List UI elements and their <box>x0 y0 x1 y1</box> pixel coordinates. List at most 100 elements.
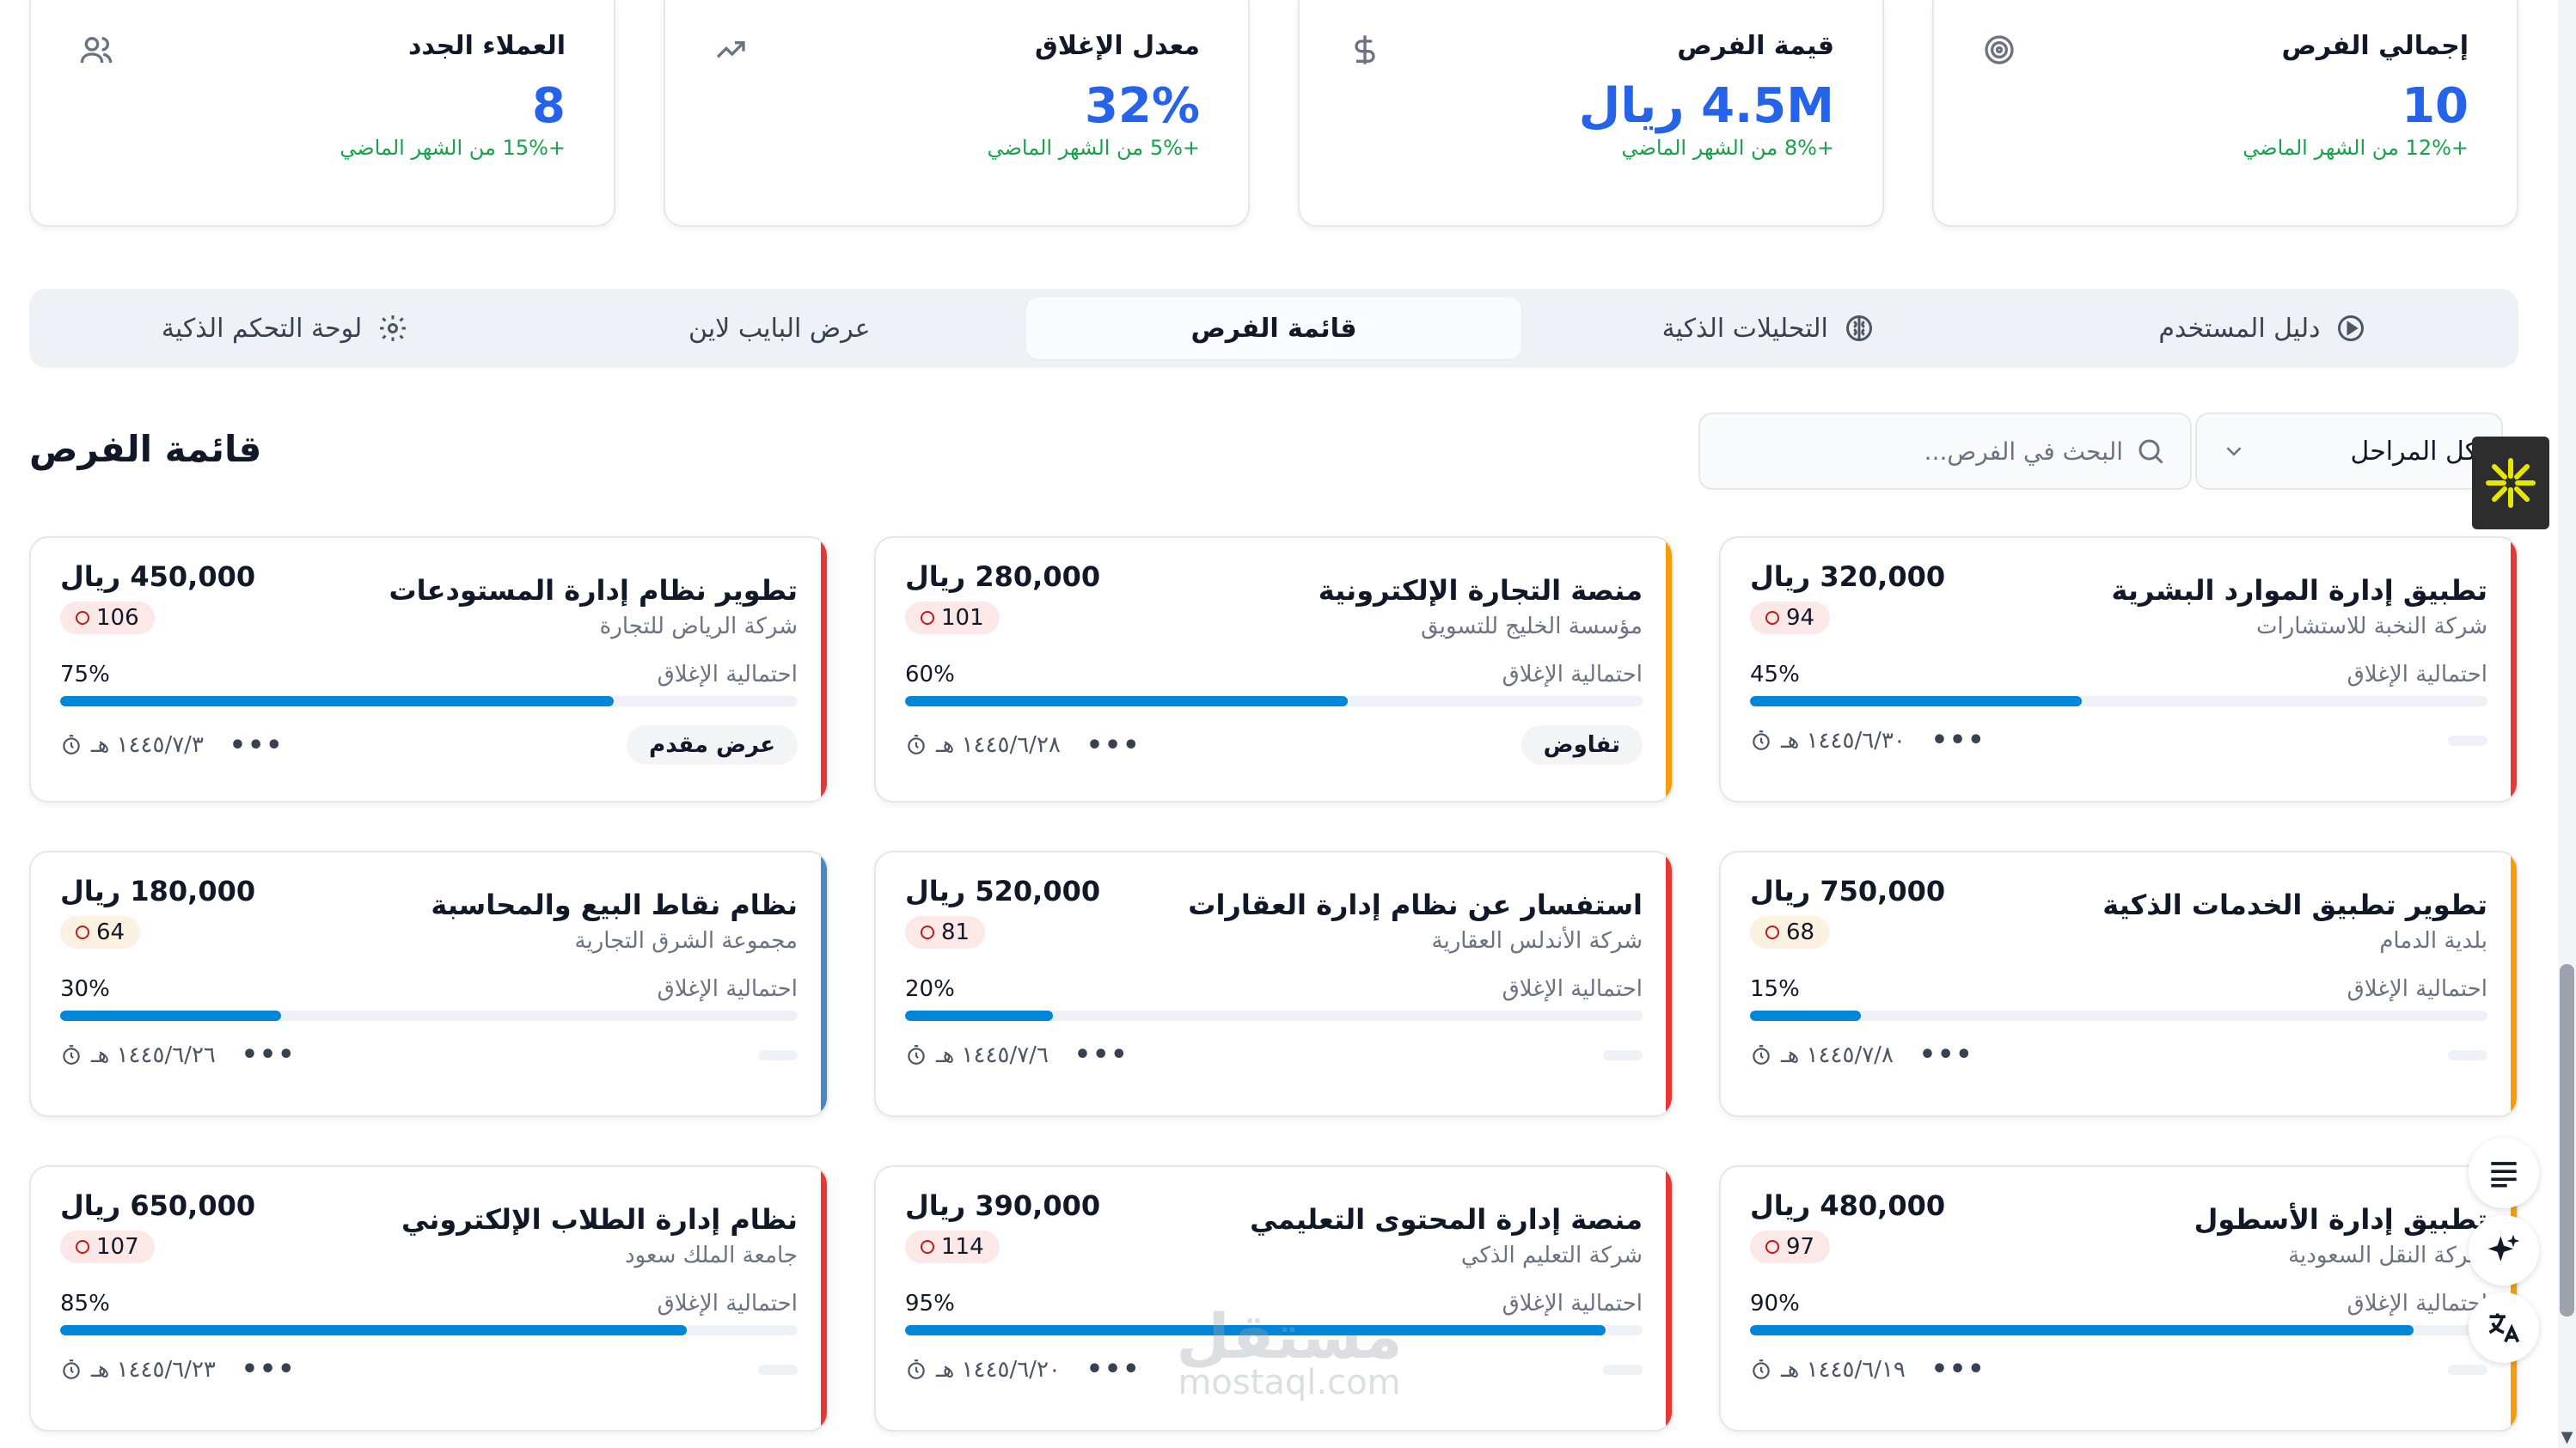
probability-label: احتمالية الإغلاق <box>2347 1291 2487 1317</box>
page-title: قائمة الفرص <box>29 428 262 470</box>
more-options-icon[interactable]: ••• <box>1930 725 1986 755</box>
probability-bar-fill <box>60 1325 688 1335</box>
opportunity-company: شركة الرياض للتجارة <box>599 614 798 639</box>
tab-4[interactable]: عرض البايب لاين <box>532 297 1026 359</box>
due-date-text: ١٤٤٥/٧/٨ هـ <box>1781 1042 1894 1068</box>
opportunity-value: 320,000 ريال <box>1750 560 1946 593</box>
opportunity-card[interactable]: نظام نقاط البيع والمحاسبة مجموعة الشرق ال… <box>29 851 829 1117</box>
more-options-icon[interactable]: ••• <box>1918 1040 1974 1070</box>
probability-bar-fill <box>1750 696 2083 706</box>
score-dot-icon <box>76 1240 89 1254</box>
status-stripe <box>821 538 827 801</box>
target-icon <box>1982 33 2016 67</box>
probability-bar <box>1750 1325 2487 1335</box>
gear-icon <box>377 313 408 344</box>
probability-bar-fill <box>60 1011 282 1021</box>
scrollbar-thumb[interactable] <box>2560 964 2574 1317</box>
score-dot-icon <box>1765 611 1779 625</box>
ai-sparkle-button[interactable] <box>2469 1215 2539 1286</box>
opportunity-value: 650,000 ريال <box>60 1189 256 1222</box>
opportunity-title: منصة إدارة المحتوى التعليمي <box>1250 1203 1643 1236</box>
probability-label: احتمالية الإغلاق <box>2347 662 2487 687</box>
translate-button[interactable] <box>2469 1292 2539 1363</box>
clock-icon <box>908 1044 925 1065</box>
due-date: ١٤٤٥/٦/٢٠ هـ <box>905 1357 1061 1383</box>
tab-label: قائمة الفرص <box>1190 313 1357 344</box>
tab-2[interactable]: التحليلات الذكية <box>1521 297 2016 359</box>
score-badge: 68 <box>1750 916 1831 949</box>
opportunity-card[interactable]: تطوير تطبيق الخدمات الذكية بلدية الدمام 75… <box>1719 851 2518 1117</box>
status-stripe <box>2511 538 2517 801</box>
stage-placeholder <box>2448 1049 2487 1060</box>
score-dot-icon <box>921 1240 934 1254</box>
stage-badge: عرض مقدم <box>627 725 798 765</box>
score-badge: 64 <box>60 916 141 949</box>
tab-label: دليل المستخدم <box>2158 313 2321 344</box>
assistant-launcher-button[interactable] <box>2472 437 2549 529</box>
clock-icon <box>63 735 80 755</box>
probability-value: 30% <box>60 976 110 1002</box>
probability-bar-fill <box>905 1325 1606 1335</box>
opportunity-company: شركة الأندلس العقارية <box>1431 928 1643 954</box>
stat-change: +8% من الشهر الماضي <box>1621 136 1834 160</box>
opportunity-card[interactable]: تطبيق إدارة الموارد البشرية شركة النخبة ل… <box>1719 536 2518 803</box>
score-badge: 101 <box>905 602 1000 634</box>
due-date-text: ١٤٤٥/٧/٦ هـ <box>936 1042 1049 1068</box>
opportunity-company: جامعة الملك سعود <box>625 1243 798 1268</box>
probability-bar <box>905 696 1643 706</box>
due-date: ١٤٤٥/٧/٦ هـ <box>905 1042 1049 1068</box>
more-options-icon[interactable]: ••• <box>229 730 285 761</box>
more-options-icon[interactable]: ••• <box>241 1040 297 1070</box>
score-dot-icon <box>76 611 89 625</box>
quote-lines-icon <box>2491 1162 2517 1188</box>
opportunity-card[interactable]: منصة إدارة المحتوى التعليمي شركة التعليم … <box>874 1165 1673 1432</box>
scroll-down-arrow-icon[interactable]: ▼ <box>2561 1428 2573 1446</box>
score-badge: 94 <box>1750 602 1831 634</box>
probability-label: احتمالية الإغلاق <box>2347 976 2487 1002</box>
probability-bar <box>60 1325 798 1335</box>
more-options-icon[interactable]: ••• <box>1086 1354 1141 1384</box>
quote-tool-button[interactable] <box>2469 1138 2539 1208</box>
score-dot-icon <box>921 926 934 939</box>
more-options-icon[interactable]: ••• <box>1086 730 1141 761</box>
tab-1[interactable]: دليل المستخدم <box>2016 297 2510 359</box>
probability-label: احتمالية الإغلاق <box>657 1291 798 1317</box>
search-box[interactable] <box>1698 412 2192 490</box>
more-options-icon[interactable]: ••• <box>241 1354 297 1384</box>
probability-value: 90% <box>1750 1291 1800 1317</box>
score-value: 68 <box>1786 920 1815 945</box>
due-date-text: ١٤٤٥/٦/١٩ هـ <box>1781 1356 1906 1383</box>
probability-label: احتمالية الإغلاق <box>657 662 798 687</box>
sparkle-burst-icon <box>2486 458 2536 508</box>
opportunity-title: استفسار عن نظام إدارة العقارات <box>1188 889 1643 921</box>
clock-icon <box>1753 730 1770 750</box>
opportunity-card[interactable]: نظام إدارة الطلاب الإلكتروني جامعة الملك … <box>29 1165 829 1432</box>
due-date-text: ١٤٤٥/٧/٣ هـ <box>91 732 204 758</box>
tab-label: عرض البايب لاين <box>688 313 871 344</box>
probability-bar <box>905 1325 1643 1335</box>
tab-3[interactable]: قائمة الفرص <box>1026 297 1521 359</box>
status-stripe <box>1666 852 1672 1115</box>
score-value: 107 <box>96 1234 139 1260</box>
more-options-icon[interactable]: ••• <box>1074 1040 1129 1070</box>
opportunity-card[interactable]: تطوير نظام إدارة المستودعات شركة الرياض ل… <box>29 536 829 803</box>
tab-5[interactable]: لوحة التحكم الذكية <box>38 297 532 359</box>
score-dot-icon <box>921 611 934 625</box>
opportunity-title: تطبيق إدارة الموارد البشرية <box>2111 574 2488 607</box>
opportunity-value: 450,000 ريال <box>60 560 256 593</box>
search-input[interactable] <box>1724 437 2123 466</box>
probability-label: احتمالية الإغلاق <box>1502 1291 1643 1317</box>
stage-filter-select[interactable]: كل المراحل <box>2195 412 2503 490</box>
clock-icon <box>63 1359 80 1379</box>
clock-icon <box>908 735 925 755</box>
more-options-icon[interactable]: ••• <box>1930 1354 1986 1384</box>
opportunity-company: بلدية الدمام <box>2379 928 2487 954</box>
due-date-text: ١٤٤٥/٦/٢٠ هـ <box>936 1356 1061 1383</box>
stat-change: +12% من الشهر الماضي <box>2243 136 2469 160</box>
opportunity-card[interactable]: منصة التجارة الإلكترونية مؤسسة الخليج للت… <box>874 536 1673 803</box>
opportunity-card[interactable]: تطبيق إدارة الأسطول شركة النقل السعودية 48… <box>1719 1165 2518 1432</box>
opportunity-card[interactable]: استفسار عن نظام إدارة العقارات شركة الأند… <box>874 851 1673 1117</box>
probability-label: احتمالية الإغلاق <box>1502 976 1643 1002</box>
stage-placeholder <box>2448 735 2487 746</box>
dollar-icon <box>1348 33 1382 67</box>
